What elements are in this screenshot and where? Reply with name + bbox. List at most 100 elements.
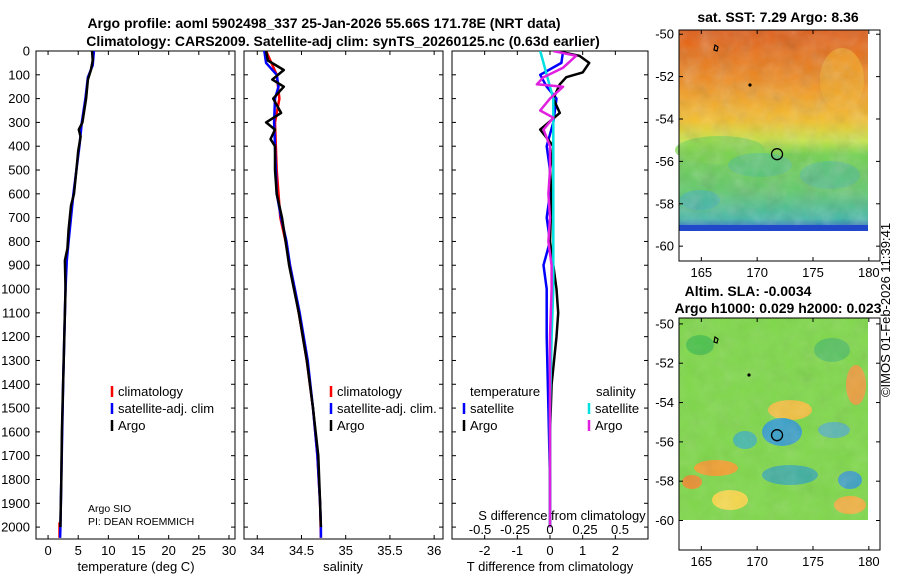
island-outline — [713, 336, 719, 344]
map-longitude-label: 180 — [858, 554, 880, 569]
x-tick-label: 35.5 — [377, 543, 402, 558]
map-longitude-label: 180 — [858, 265, 880, 280]
x-tick-label: -2 — [479, 543, 491, 558]
principal-investigator-label: PI: DEAN ROEMMICH — [88, 516, 194, 528]
x-tick-label: 35 — [338, 543, 352, 558]
map-longitude-label: 165 — [690, 554, 712, 569]
map-latitude-label: -58 — [655, 196, 674, 211]
temperature-x-ticks: 0 5 10 15 20 25 30 — [44, 51, 236, 558]
series-line-argo — [59, 51, 94, 528]
legend-label-satellite-adj: satellite-adj. clim — [118, 401, 214, 416]
map-latitude-label: -50 — [655, 316, 674, 331]
salinity-y-ticks — [244, 50, 443, 528]
sst-map-frame — [678, 29, 881, 262]
s-difference-tick-label: 0.25 — [572, 522, 597, 537]
sla-map-title-line2: Argo h1000: 0.029 h2000: 0.023 — [674, 300, 881, 316]
depth-tick-label: 1500 — [1, 401, 30, 416]
series-line-temperature-satellite — [538, 51, 565, 528]
sla-heatmap-image — [679, 318, 880, 550]
salinity-axes-frame — [243, 50, 444, 540]
s-difference-tick-labels: -0.5 -0.25 0 0.25 0.5 — [469, 522, 629, 537]
depth-tick-label: 100 — [8, 67, 30, 82]
legend-label-salinity-argo: Argo — [595, 418, 622, 433]
map-latitude-label: -56 — [655, 434, 674, 449]
series-line-salinity-argo — [535, 51, 578, 528]
depth-tick-label: 600 — [8, 186, 30, 201]
depth-tick-label: 1900 — [1, 496, 30, 511]
depth-tick-label: 400 — [8, 139, 30, 154]
x-tick-label: -1 — [512, 543, 524, 558]
sla-argo-location-marker — [770, 429, 784, 442]
x-tick-label: 0 — [44, 543, 51, 558]
map-latitude-label: -52 — [655, 69, 674, 84]
x-tick-label: 30 — [222, 543, 236, 558]
x-tick-label: 34.5 — [289, 543, 314, 558]
depth-tick-label: 1100 — [2, 305, 30, 320]
map-latitude-label: -54 — [655, 112, 674, 127]
sla-map-panel: Altim. SLA: -0.0034 Argo h1000: 0.029 h2… — [655, 283, 882, 569]
legend-label-temperature-argo: Argo — [470, 418, 497, 433]
map-longitude-label: 170 — [746, 265, 768, 280]
island-dot — [747, 373, 751, 377]
x-tick-label: 2 — [612, 543, 619, 558]
legend-label-argo: Argo — [118, 418, 145, 433]
depth-tick-label: 1300 — [1, 353, 30, 368]
legend-label-climatology: climatology — [118, 384, 184, 399]
series-line-argo — [264, 51, 323, 528]
temperature-axes-frame — [35, 50, 236, 540]
salinity-legend: climatology satellite-adj. clim. Argo — [329, 384, 437, 433]
map-latitude-label: -52 — [655, 356, 674, 371]
map-latitude-label: -50 — [655, 27, 674, 42]
depth-tick-label: 1400 — [1, 377, 30, 392]
sla-map-ticks: 165 170 175 180 -50 -52 -54 -56 -58 -60 — [655, 316, 880, 569]
float-owner-label: Argo SIO — [88, 503, 131, 515]
sst-map-panel: sat. SST: 7.29 Argo: 8.36 165 170 175 180 -5… — [655, 9, 881, 280]
depth-tick-labels: 0 100 200 300 400 500 600 700 800 900 1000 1100 1200… — [1, 44, 235, 535]
depth-tick-label: 1700 — [1, 448, 30, 463]
temperature-legend: climatology satellite-adj. clim Argo — [110, 384, 214, 433]
difference-profile-lines — [535, 51, 591, 528]
map-longitude-label: 175 — [802, 265, 824, 280]
depth-tick-label: 2000 — [1, 520, 30, 535]
temperature-profile-lines — [58, 51, 96, 538]
sst-map-ticks: 165 170 175 180 -50 -52 -54 -56 -58 -60 — [655, 27, 880, 280]
salinity-x-label: salinity — [323, 559, 363, 574]
s-difference-tick-label: 0 — [546, 522, 553, 537]
map-latitude-label: -58 — [655, 474, 674, 489]
figure-title-line1: Argo profile: aoml 5902498_337 25-Jan-20… — [87, 15, 560, 31]
sst-heatmap-image — [675, 30, 880, 231]
depth-tick-label: 700 — [8, 210, 30, 225]
difference-legend-temperature: temperature satellite Argo — [462, 384, 540, 433]
map-latitude-label: -54 — [655, 395, 674, 410]
x-tick-label: 36 — [427, 543, 441, 558]
salinity-panel: 34 34.5 35 35.5 36 salinity climatology sate… — [243, 50, 444, 574]
map-longitude-label: 170 — [746, 554, 768, 569]
s-difference-x-label: S difference from climatology — [478, 508, 646, 523]
difference-panel: -2 -1 0 1 2 T difference from climatology S … — [451, 50, 649, 574]
s-difference-tick-label: -0.25 — [500, 522, 530, 537]
x-tick-label: 1 — [579, 543, 586, 558]
map-latitude-label: -56 — [655, 154, 674, 169]
depth-tick-label: 0 — [23, 44, 30, 59]
island-dot — [748, 83, 752, 87]
legend-title-temperature: temperature — [470, 384, 540, 399]
temperature-x-label: temperature (deg C) — [77, 559, 194, 574]
legend-label-temperature-satellite: satellite — [470, 401, 514, 416]
series-line-satellite-adj-clim- — [263, 51, 323, 538]
depth-tick-label: 800 — [8, 234, 30, 249]
depth-tick-label: 500 — [8, 163, 30, 178]
depth-tick-label: 1000 — [1, 282, 30, 297]
depth-tick-label: 1200 — [1, 329, 30, 344]
map-latitude-label: -60 — [655, 513, 674, 528]
sst-argo-location-marker — [770, 148, 784, 161]
t-difference-x-label: T difference from climatology — [467, 559, 634, 574]
depth-tick-label: 1800 — [1, 472, 30, 487]
x-tick-label: 20 — [161, 543, 175, 558]
legend-label-salinity-satellite: satellite — [595, 401, 639, 416]
temperature-panel: 0100200300400500600700800900100011001200… — [1, 44, 236, 575]
map-longitude-label: 175 — [802, 554, 824, 569]
difference-y-ticks — [452, 50, 648, 528]
difference-legend-salinity: salinity satellite Argo — [587, 384, 639, 433]
s-difference-tick-label: 0.5 — [611, 522, 629, 537]
